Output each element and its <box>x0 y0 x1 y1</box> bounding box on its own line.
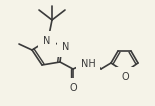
Text: N: N <box>43 36 51 46</box>
Text: N: N <box>62 42 70 52</box>
Text: O: O <box>69 83 77 93</box>
Text: NH: NH <box>81 59 95 69</box>
Text: O: O <box>121 72 129 82</box>
